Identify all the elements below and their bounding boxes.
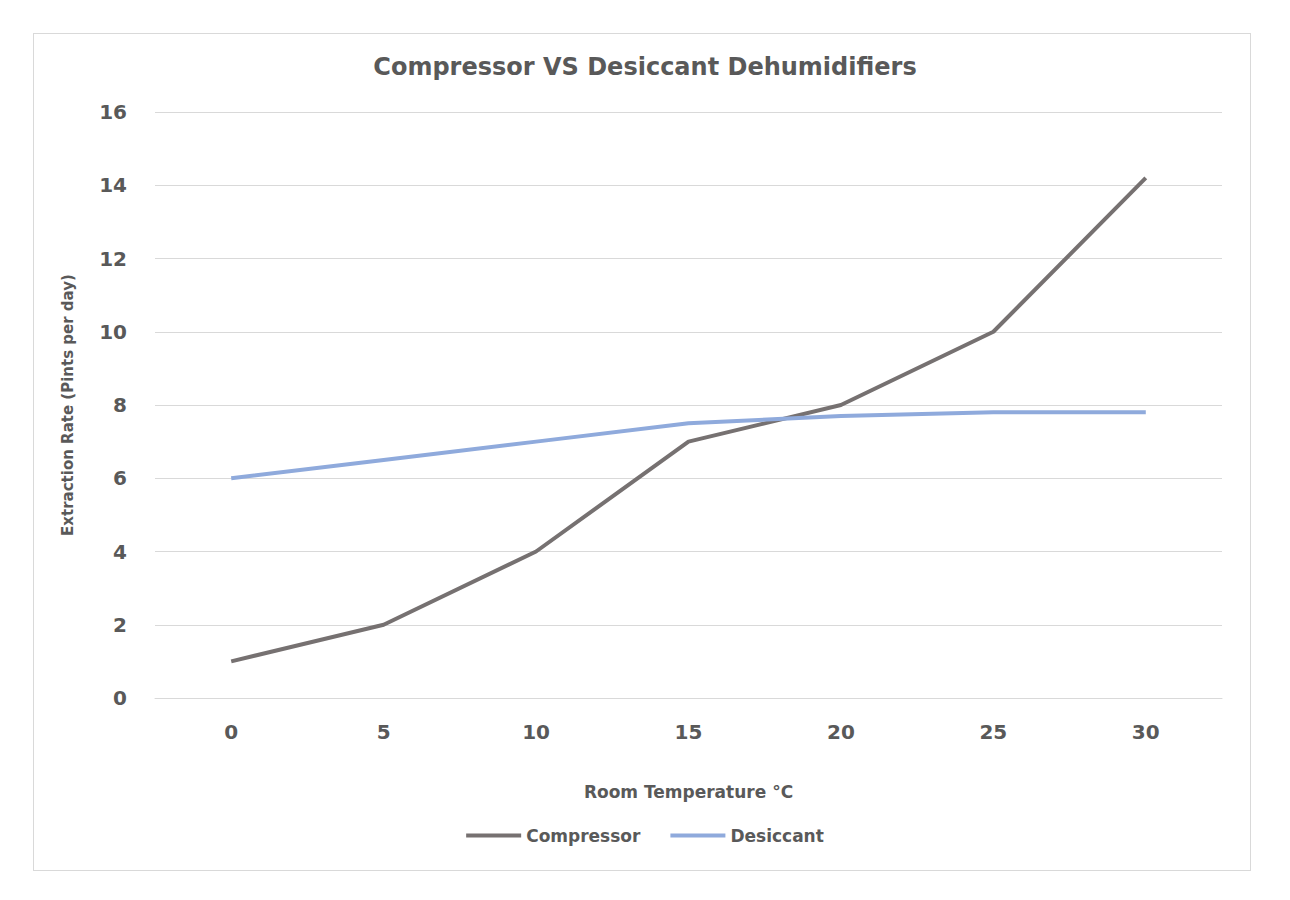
svg-text:25: 25 [979,720,1007,744]
svg-text:10: 10 [522,720,550,744]
svg-text:0: 0 [224,720,238,744]
svg-text:Room Temperature °C: Room Temperature °C [584,782,793,802]
svg-text:15: 15 [675,720,703,744]
svg-text:8: 8 [113,393,127,417]
svg-text:16: 16 [99,100,127,124]
svg-text:5: 5 [377,720,391,744]
svg-text:10: 10 [99,320,127,344]
svg-text:2: 2 [113,613,127,637]
svg-text:30: 30 [1132,720,1160,744]
svg-text:Compressor VS Desiccant Dehumi: Compressor VS Desiccant Dehumidifiers [373,53,916,81]
svg-text:12: 12 [99,247,127,271]
svg-text:20: 20 [827,720,855,744]
svg-text:Extraction Rate (Pints per day: Extraction Rate (Pints per day) [59,274,77,536]
svg-text:Compressor: Compressor [526,826,641,846]
svg-text:0: 0 [113,686,127,710]
svg-text:14: 14 [99,173,127,197]
svg-text:4: 4 [113,540,127,564]
svg-text:6: 6 [113,466,127,490]
svg-text:Desiccant: Desiccant [730,826,823,846]
